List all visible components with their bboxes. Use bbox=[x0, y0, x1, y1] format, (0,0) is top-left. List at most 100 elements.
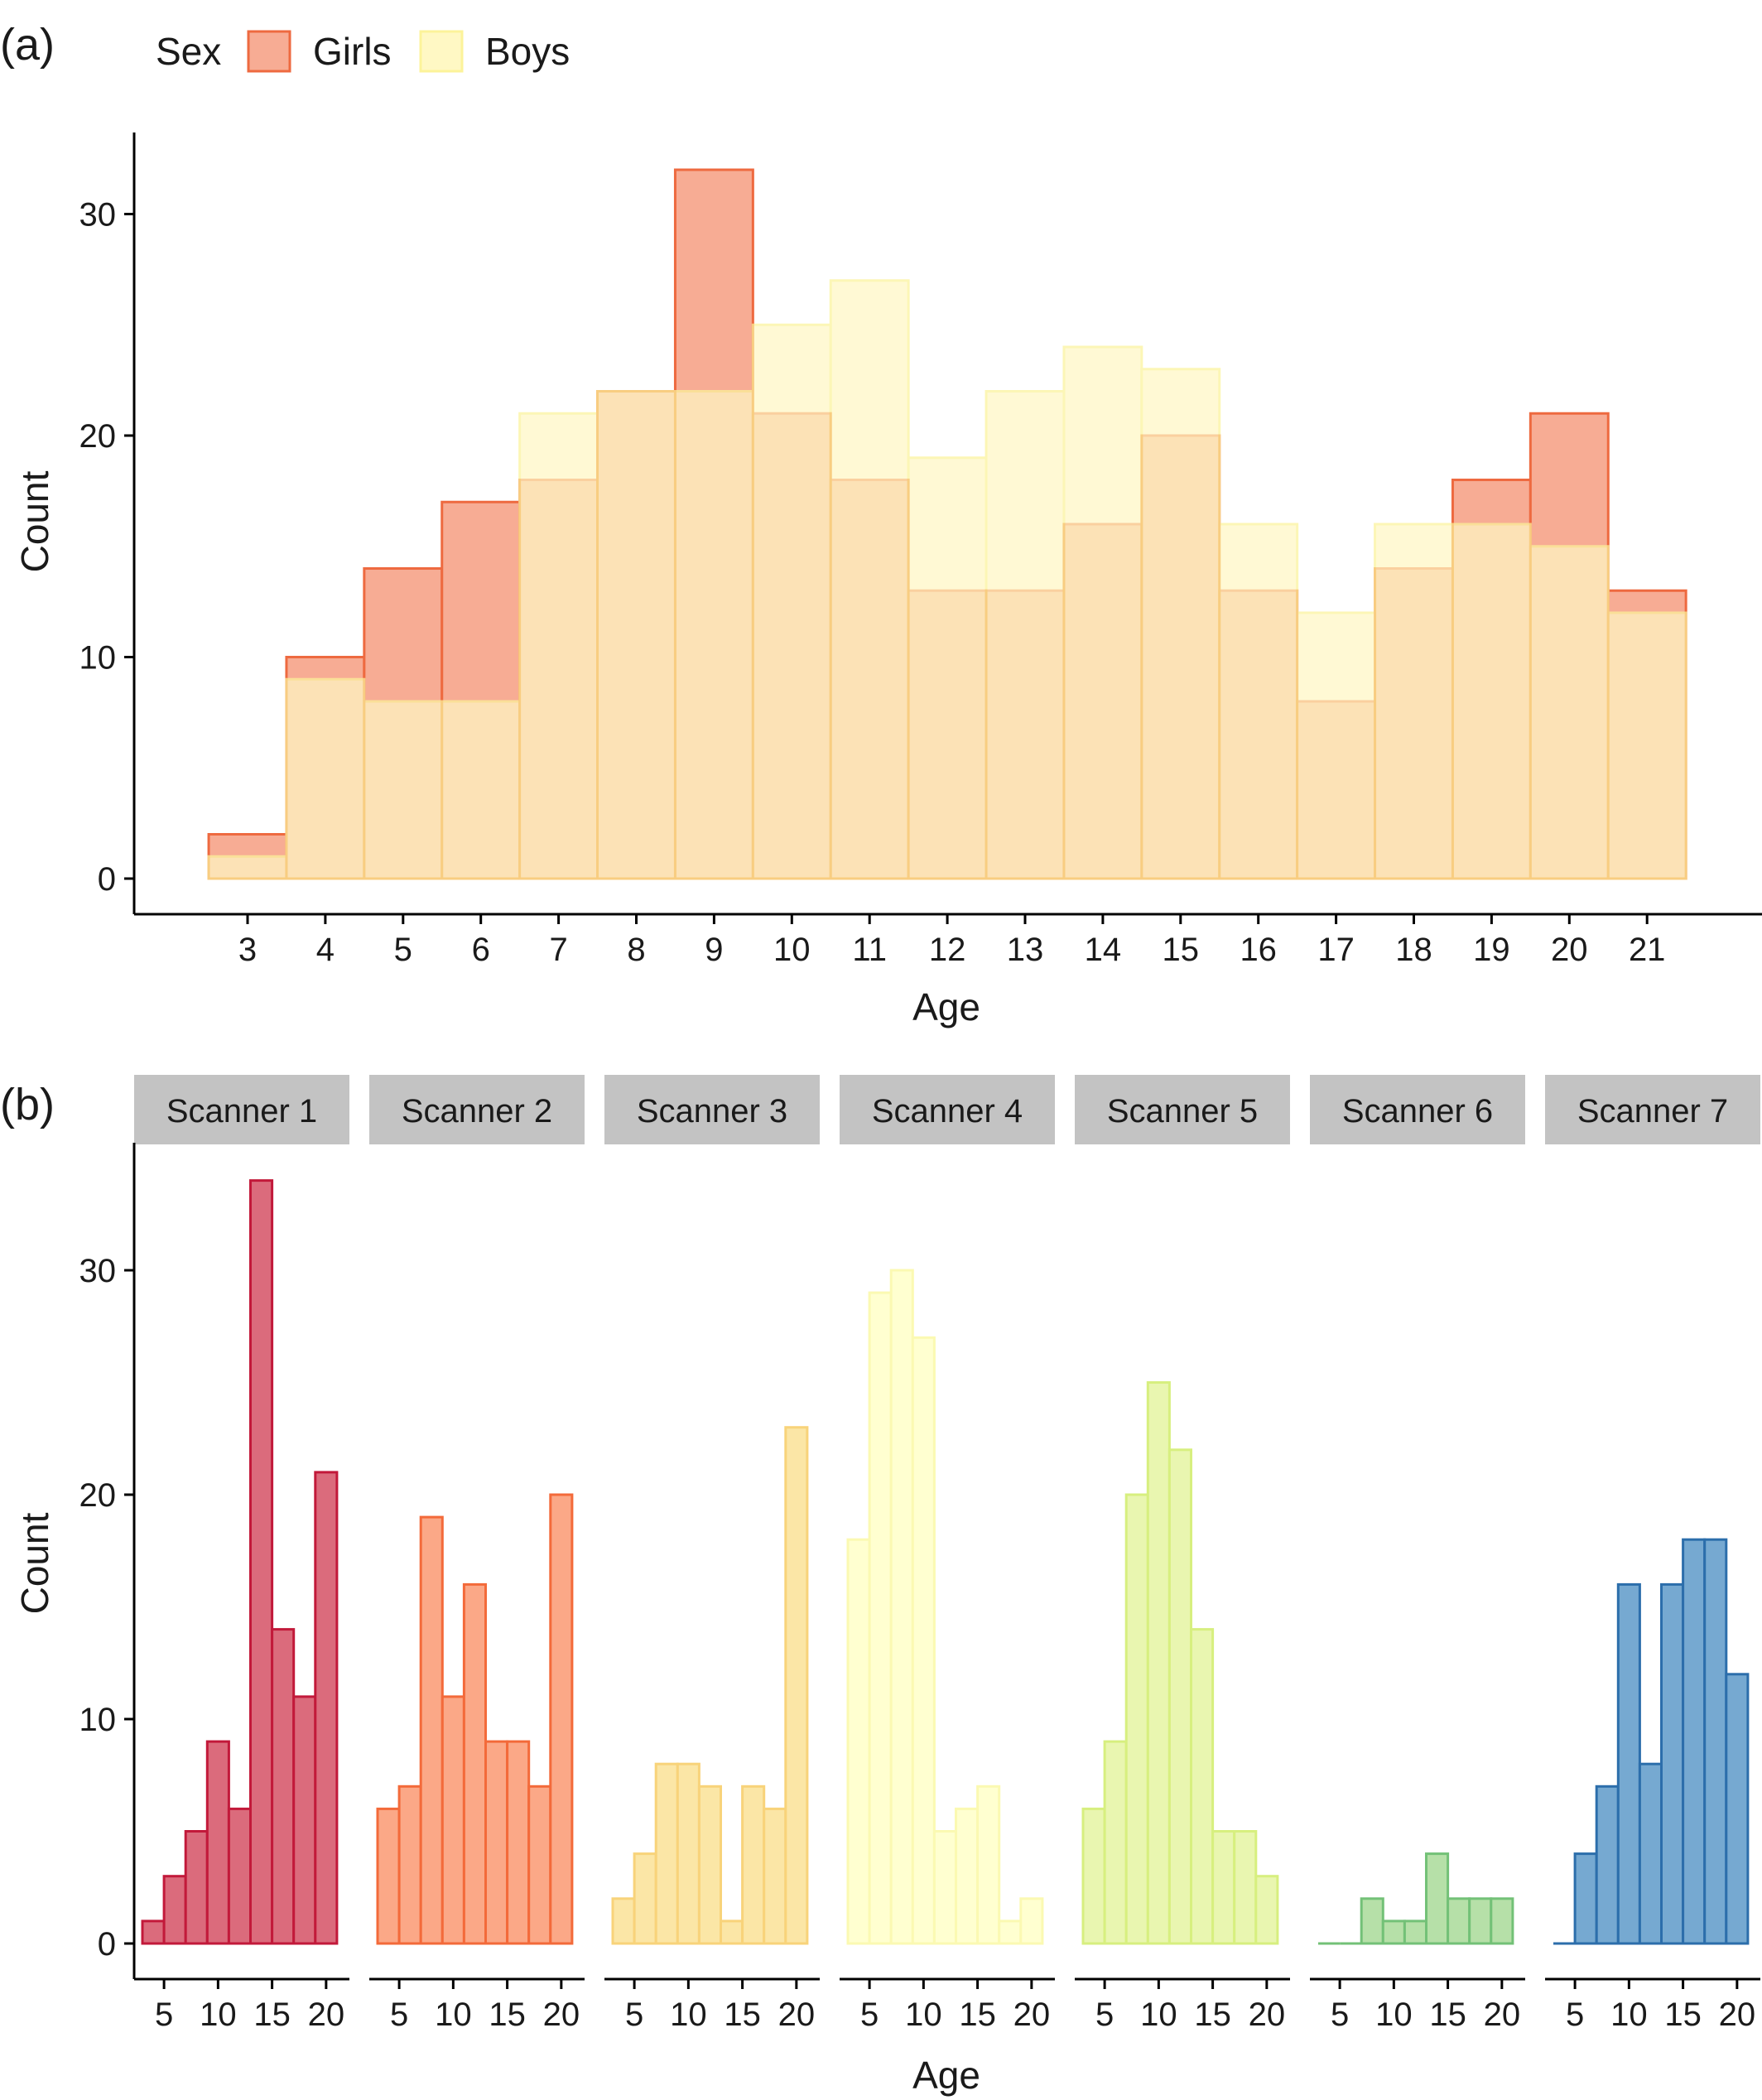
scanner-6-bar-age-10 bbox=[1381, 1919, 1406, 1945]
scanner-5-strip-label: Scanner 5 bbox=[1107, 1093, 1258, 1129]
panel-a-histogram: (a) Sex Girls Boys 0 10 20 30 3 4 5 6 7 8 9 10 11 12 13 1… bbox=[0, 20, 1762, 1028]
scanner-3-bar-age-18 bbox=[763, 1807, 787, 1945]
scanner-2-bar-age-16 bbox=[506, 1740, 531, 1945]
scanner-3-strip bbox=[604, 1075, 820, 1144]
panel-a-x-tick-label: 12 bbox=[929, 932, 966, 968]
scanner-3-x-tick-label: 10 bbox=[670, 1996, 707, 2033]
scanner-2-x-tick-label: 10 bbox=[435, 1996, 472, 2033]
panel-a-x-tick-label: 15 bbox=[1163, 932, 1200, 968]
panel-a-x-tick-label: 19 bbox=[1473, 932, 1510, 968]
scanner-6-x-tick-label: 20 bbox=[1484, 1996, 1521, 2033]
sex-legend: Sex Girls Boys bbox=[156, 30, 570, 73]
scanner-3-bar-age-12 bbox=[697, 1785, 723, 1945]
boys-bar-age-14 bbox=[1062, 345, 1143, 880]
boys-series bbox=[207, 279, 1687, 880]
scanner-6-x-tick-label: 10 bbox=[1375, 1996, 1413, 2033]
scanner-7-x-tick-label: 20 bbox=[1719, 1996, 1756, 2033]
scanner-6-bar-age-14 bbox=[1425, 1852, 1450, 1945]
panel-a-x-tick-label: 5 bbox=[394, 932, 412, 968]
legend-label-girls: Girls bbox=[313, 30, 392, 73]
panel-a-label: (a) bbox=[0, 20, 55, 70]
scanner-5-bar-age-12 bbox=[1167, 1448, 1193, 1945]
scanner-5-strip bbox=[1075, 1075, 1290, 1144]
scanner-4-strip-label: Scanner 4 bbox=[872, 1093, 1023, 1129]
scanner-1-bar-age-18 bbox=[292, 1695, 317, 1945]
scanner-7-bar-age-6 bbox=[1573, 1852, 1598, 1945]
panel-b-label: (b) bbox=[0, 1080, 55, 1129]
scanner-4-x-tick-label: 15 bbox=[959, 1996, 996, 2033]
boys-bar-age-16 bbox=[1218, 523, 1299, 880]
panel-a-x-tick-label: 6 bbox=[472, 932, 490, 968]
scanner-4-bar-age-10 bbox=[911, 1336, 936, 1945]
scanner-1-x-tick-label: 10 bbox=[200, 1996, 237, 2033]
scanner-5-bar-age-10 bbox=[1146, 1381, 1171, 1945]
panel-b-y-tick-label: 10 bbox=[79, 1702, 117, 1738]
scanner-1-x-tick-label: 5 bbox=[155, 1996, 173, 2033]
panel-a-y-tick-label: 10 bbox=[79, 640, 117, 677]
scanner-1-bar-age-16 bbox=[271, 1628, 296, 1945]
scanner-7-bar-age-18 bbox=[1703, 1538, 1728, 1945]
panel-b-axes: 0 10 20 30 bbox=[79, 1143, 136, 1979]
scanner-2-x-tick-label: 5 bbox=[390, 1996, 408, 2033]
scanner-7-strip-label: Scanner 7 bbox=[1577, 1093, 1728, 1129]
boys-bar-age-10 bbox=[751, 323, 832, 880]
panel-a-y-axis-title: Count bbox=[13, 470, 56, 572]
boys-bar-age-8 bbox=[596, 390, 676, 880]
panel-a-x-tick-label: 4 bbox=[316, 932, 335, 968]
panel-a-x-tick-label: 11 bbox=[852, 932, 887, 968]
panel-b-y-tick-label: 0 bbox=[98, 1926, 116, 1963]
boys-bar-age-11 bbox=[829, 279, 910, 880]
scanner-4-bar-age-20 bbox=[1019, 1897, 1044, 1945]
scanner-7-strip bbox=[1545, 1075, 1760, 1144]
scanner-4-bar-age-8 bbox=[889, 1269, 914, 1945]
scanner-6-bar-age-8 bbox=[1360, 1897, 1384, 1945]
scanner-6-x-tick-label: 15 bbox=[1429, 1996, 1466, 2033]
scanner-4-x-tick-label: 20 bbox=[1013, 1996, 1051, 2033]
scanner-7-bar-age-12 bbox=[1638, 1762, 1663, 1945]
scanner-2-bar-age-18 bbox=[527, 1785, 552, 1945]
scanner-4-bar-age-16 bbox=[976, 1785, 1001, 1945]
scanner-1-bar-age-14 bbox=[249, 1179, 274, 1945]
scanner-5-bar-age-16 bbox=[1211, 1830, 1236, 1945]
scanner-2-facet: Scanner 2 5 10 15 20 bbox=[369, 1075, 585, 2033]
panel-a-x-tick-label: 16 bbox=[1240, 932, 1277, 968]
scanner-3-facet: Scanner 3 5 10 15 20 bbox=[604, 1075, 820, 2033]
legend-key-boys bbox=[419, 30, 464, 73]
scanner-1-x-tick-label: 20 bbox=[308, 1996, 345, 2033]
scanner-7-bar-age-14 bbox=[1660, 1582, 1685, 1945]
scanner-1-bar-age-10 bbox=[205, 1740, 230, 1945]
scanner-4-bar-age-12 bbox=[932, 1830, 958, 1945]
scanner-3-x-tick-label: 20 bbox=[778, 1996, 816, 2033]
panel-a-x-tick-label: 18 bbox=[1395, 932, 1432, 968]
panel-a-x-tick-label: 20 bbox=[1551, 932, 1588, 968]
scanner-3-x-tick-label: 5 bbox=[625, 1996, 643, 2033]
boys-bar-age-15 bbox=[1140, 368, 1221, 880]
panel-a-y-tick-label: 0 bbox=[98, 861, 116, 898]
panel-a-y-tick-label: 20 bbox=[79, 418, 117, 455]
boys-bar-age-3 bbox=[207, 855, 288, 880]
scanner-7-bar-age-20 bbox=[1725, 1673, 1750, 1945]
scanner-5-x-tick-label: 20 bbox=[1249, 1996, 1286, 2033]
panel-a-bars bbox=[207, 168, 1687, 880]
scanner-4-x-tick-label: 5 bbox=[860, 1996, 879, 2033]
scanner-7-x-tick-label: 5 bbox=[1566, 1996, 1584, 2033]
scanner-1-bar-age-6 bbox=[162, 1875, 187, 1945]
scanner-6-x-tick-label: 5 bbox=[1331, 1996, 1349, 2033]
boys-bar-age-5 bbox=[363, 700, 444, 880]
scanner-4-bar-age-14 bbox=[955, 1807, 980, 1945]
scanner-7-bar-age-16 bbox=[1682, 1538, 1707, 1945]
panel-a-x-tick-label: 3 bbox=[238, 932, 257, 968]
scanner-2-bar-age-14 bbox=[484, 1740, 509, 1945]
scanner-6-strip-label: Scanner 6 bbox=[1342, 1093, 1493, 1129]
scanner-5-bar-age-6 bbox=[1103, 1740, 1128, 1945]
panel-a-axes: 0 10 20 30 3 4 5 6 7 8 9 10 11 12 13 14 15 16 17 18 19 20 21 bbox=[79, 132, 1762, 968]
scanner-1-bar-age-4 bbox=[141, 1919, 166, 1945]
scanner-7-facet: Scanner 7 5 10 15 20 bbox=[1545, 1075, 1760, 2033]
scanner-3-bar-age-4 bbox=[611, 1897, 636, 1945]
boys-bar-age-13 bbox=[985, 390, 1066, 880]
scanner-1-bar-age-20 bbox=[314, 1471, 339, 1945]
scanner-3-strip-label: Scanner 3 bbox=[637, 1093, 787, 1129]
scanner-5-bar-age-20 bbox=[1254, 1875, 1279, 1945]
